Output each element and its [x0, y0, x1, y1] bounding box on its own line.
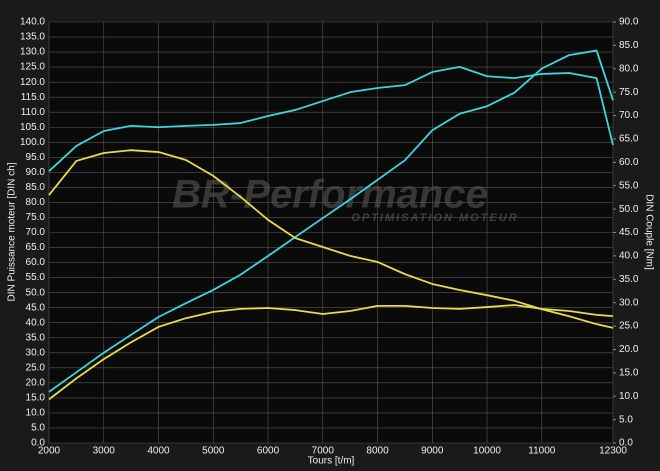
series-line [48, 66, 614, 172]
x-tick-label: 2000 [38, 446, 61, 457]
y-tick-label: 140.0 [20, 17, 45, 28]
x-tick-label: 10000 [473, 446, 501, 457]
y-tick-label: 70.0 [26, 227, 46, 238]
y2-tick-label: 10.0 [619, 391, 639, 402]
y2-tick-label: 25.0 [619, 321, 639, 332]
x-tick-label: 3000 [93, 446, 116, 457]
y-axis-title: DIN Puissance moteur [DIN ch] [7, 162, 18, 301]
watermark: BR-Performance [172, 173, 488, 217]
y2-tick-label: 5.0 [619, 414, 633, 425]
y-tick-label: 100.0 [20, 137, 45, 148]
y2-tick-label: 50.0 [619, 204, 639, 215]
y2-tick-label: 45.0 [619, 227, 639, 238]
y-tick-label: 0.0 [31, 438, 45, 449]
x-tick-label: 6000 [257, 446, 280, 457]
y-tick-label: 135.0 [20, 32, 45, 43]
series-line [48, 149, 614, 329]
x-tick-label: 9000 [421, 446, 444, 457]
y-tick-label: 60.0 [26, 257, 46, 268]
x-tick-label: 5000 [202, 446, 225, 457]
y-tick-label: 85.0 [26, 182, 46, 193]
y-tick-label: 20.0 [26, 377, 46, 388]
y-tick-label: 115.0 [21, 92, 46, 103]
x-tick-label: 7000 [312, 446, 335, 457]
series-line [48, 49, 614, 393]
y-tick-label: 25.0 [26, 362, 46, 373]
y2-tick-label: 60.0 [619, 157, 639, 168]
y2-tick-label: 55.0 [619, 180, 639, 191]
y2-tick-label: 15.0 [619, 367, 639, 378]
y2-tick-label: 30.0 [619, 297, 639, 308]
y-tick-label: 110.0 [21, 107, 46, 118]
y-tick-label: 45.0 [26, 302, 46, 313]
y-tick-label: 90.0 [26, 167, 46, 178]
x-tick-label: 11000 [528, 446, 556, 457]
y-tick-label: 5.0 [31, 423, 45, 434]
y-tick-label: 120.0 [20, 77, 45, 88]
y-tick-label: 95.0 [26, 152, 46, 163]
watermark-subtitle: OPTIMISATION MOTEUR [351, 212, 518, 224]
y2-tick-label: 0.0 [619, 438, 633, 449]
y-tick-label: 35.0 [26, 332, 46, 343]
y2-tick-label: 70.0 [619, 110, 639, 121]
x-tick-label: 12300 [599, 446, 627, 457]
y-tick-label: 65.0 [26, 242, 46, 253]
y2-tick-label: 20.0 [619, 344, 639, 355]
y2-axis-title: DIN Couple [Nm] [643, 194, 654, 270]
series-line [48, 304, 614, 401]
y-tick-label: 75.0 [26, 212, 46, 223]
y2-tick-label: 80.0 [619, 63, 639, 74]
y-tick-label: 55.0 [26, 272, 46, 283]
y2-tick-label: 75.0 [619, 87, 639, 98]
y-tick-label: 130.0 [20, 47, 45, 58]
y-tick-label: 105.0 [20, 122, 45, 133]
y-tick-label: 80.0 [26, 197, 46, 208]
y2-tick-label: 40.0 [619, 251, 639, 262]
y-tick-label: 30.0 [26, 347, 46, 358]
y-tick-label: 125.0 [20, 62, 45, 73]
y2-tick-label: 85.0 [619, 40, 639, 51]
y2-tick-label: 90.0 [619, 17, 639, 28]
y2-tick-label: 35.0 [619, 274, 639, 285]
x-tick-label: 4000 [147, 446, 170, 457]
y-tick-label: 40.0 [26, 317, 46, 328]
y-tick-label: 15.0 [26, 393, 46, 404]
x-axis-title: Tours [t/m] [308, 456, 355, 467]
y2-tick-label: 65.0 [619, 134, 639, 145]
y-tick-label: 10.0 [26, 408, 46, 419]
y-tick-label: 50.0 [26, 287, 46, 298]
x-tick-label: 8000 [366, 446, 389, 457]
